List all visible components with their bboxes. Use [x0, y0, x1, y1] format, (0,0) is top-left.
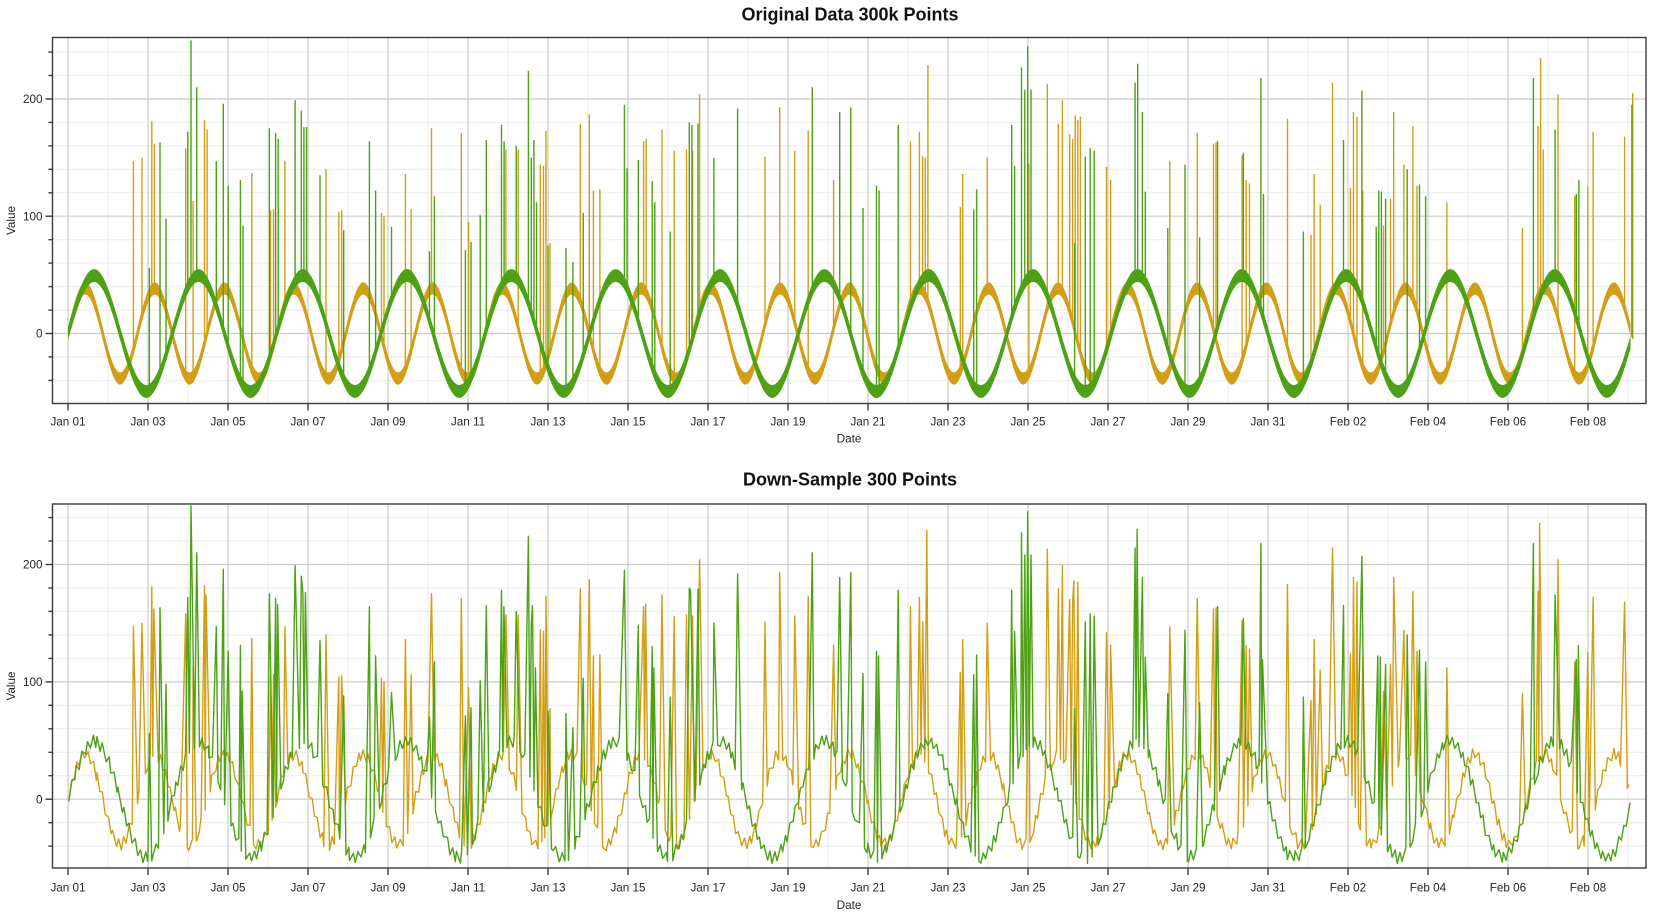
- svg-text:Jan 07: Jan 07: [290, 416, 325, 429]
- svg-text:Jan 15: Jan 15: [610, 881, 646, 894]
- svg-text:Jan 05: Jan 05: [210, 881, 246, 894]
- svg-text:Original Data 300k Points: Original Data 300k Points: [741, 4, 958, 24]
- svg-text:Feb 06: Feb 06: [1490, 416, 1526, 429]
- svg-text:Jan 27: Jan 27: [1090, 881, 1125, 894]
- svg-text:Jan 23: Jan 23: [930, 881, 965, 894]
- svg-text:100: 100: [23, 676, 43, 689]
- svg-text:Feb 02: Feb 02: [1330, 881, 1366, 894]
- svg-text:Jan 09: Jan 09: [370, 416, 405, 429]
- svg-text:Jan 01: Jan 01: [50, 416, 85, 429]
- svg-text:Jan 29: Jan 29: [1170, 416, 1205, 429]
- svg-text:Date: Date: [837, 899, 862, 912]
- svg-text:Feb 08: Feb 08: [1570, 881, 1606, 894]
- svg-text:Jan 31: Jan 31: [1250, 416, 1285, 429]
- svg-text:0: 0: [36, 328, 43, 341]
- svg-text:Jan 19: Jan 19: [770, 416, 805, 429]
- svg-text:Jan 13: Jan 13: [530, 416, 565, 429]
- svg-text:Jan 31: Jan 31: [1250, 881, 1285, 894]
- svg-text:Feb 02: Feb 02: [1330, 416, 1366, 429]
- svg-text:Jan 23: Jan 23: [930, 416, 965, 429]
- svg-text:Jan 25: Jan 25: [1010, 416, 1046, 429]
- svg-text:Feb 04: Feb 04: [1410, 881, 1447, 894]
- svg-text:Jan 03: Jan 03: [130, 881, 165, 894]
- svg-text:200: 200: [23, 559, 43, 572]
- svg-text:Feb 06: Feb 06: [1490, 881, 1526, 894]
- svg-text:Date: Date: [837, 432, 862, 445]
- svg-text:Jan 13: Jan 13: [530, 881, 565, 894]
- svg-text:Jan 29: Jan 29: [1170, 881, 1205, 894]
- svg-text:100: 100: [23, 210, 43, 223]
- svg-text:0: 0: [36, 793, 43, 806]
- svg-text:200: 200: [23, 93, 43, 106]
- svg-text:Jan 07: Jan 07: [290, 881, 325, 894]
- svg-text:Value: Value: [5, 206, 18, 235]
- svg-text:Jan 25: Jan 25: [1010, 881, 1046, 894]
- svg-text:Jan 11: Jan 11: [451, 881, 485, 894]
- svg-text:Jan 17: Jan 17: [690, 881, 725, 894]
- svg-text:Jan 09: Jan 09: [370, 881, 405, 894]
- svg-text:Value: Value: [5, 671, 18, 700]
- svg-text:Down-Sample 300 Points: Down-Sample 300 Points: [743, 469, 957, 489]
- svg-text:Jan 05: Jan 05: [210, 416, 246, 429]
- svg-text:Jan 03: Jan 03: [130, 416, 165, 429]
- svg-text:Jan 21: Jan 21: [850, 881, 885, 894]
- svg-text:Jan 19: Jan 19: [770, 881, 805, 894]
- svg-text:Jan 11: Jan 11: [451, 416, 485, 429]
- svg-text:Jan 21: Jan 21: [850, 416, 885, 429]
- svg-text:Feb 04: Feb 04: [1410, 416, 1447, 429]
- svg-text:Jan 27: Jan 27: [1090, 416, 1125, 429]
- svg-text:Feb 08: Feb 08: [1570, 416, 1606, 429]
- svg-text:Jan 17: Jan 17: [690, 416, 725, 429]
- svg-text:Jan 01: Jan 01: [50, 881, 85, 894]
- svg-text:Jan 15: Jan 15: [610, 416, 646, 429]
